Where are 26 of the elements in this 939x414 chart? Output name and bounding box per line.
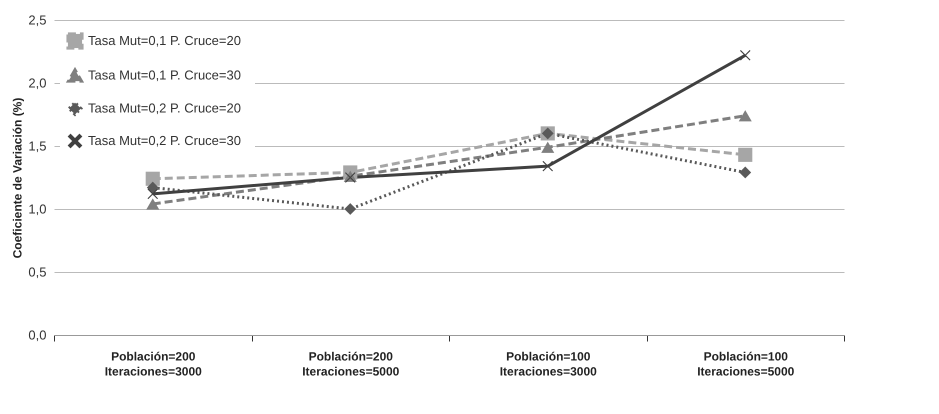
point <box>146 182 159 194</box>
point <box>148 188 158 200</box>
point <box>146 198 160 210</box>
point <box>146 172 160 186</box>
legend-label: Tasa Mut=0,1 P. Cruce=30 <box>88 68 241 82</box>
x-tick-label: Población=100 Iteraciones=5000 <box>697 350 795 378</box>
x-tick-label: Población=100 Iteraciones=3000 <box>500 350 598 378</box>
point <box>739 166 752 178</box>
y-tick-label: 0,0 <box>28 328 46 342</box>
y-axis-title: Coeficiente de Variación (%) <box>10 98 24 258</box>
legend-label: Tasa Mut=0,2 P. Cruce=20 <box>88 100 241 116</box>
x-tick-label: Población=200 Iteraciones=3000 <box>104 350 202 378</box>
legend-label: Tasa Mut=0,1 P. Cruce=20 <box>88 33 241 48</box>
point <box>738 110 752 122</box>
point <box>738 148 752 162</box>
y-tick-label: 1,5 <box>28 138 46 154</box>
point <box>344 203 356 215</box>
point <box>740 50 750 61</box>
x-tick-label: Población=200 Iteraciones=5000 <box>302 350 400 378</box>
y-tick-label: 1,0 <box>28 202 46 216</box>
point <box>542 160 553 172</box>
y-tick-label: 2,5 <box>28 12 46 28</box>
y-tick-label: 0,5 <box>28 264 46 280</box>
point <box>541 142 554 153</box>
y-tick-label: 2,0 <box>28 76 46 90</box>
legend-label: Tasa Mut=0,2 P. Cruce=30 <box>88 133 241 148</box>
